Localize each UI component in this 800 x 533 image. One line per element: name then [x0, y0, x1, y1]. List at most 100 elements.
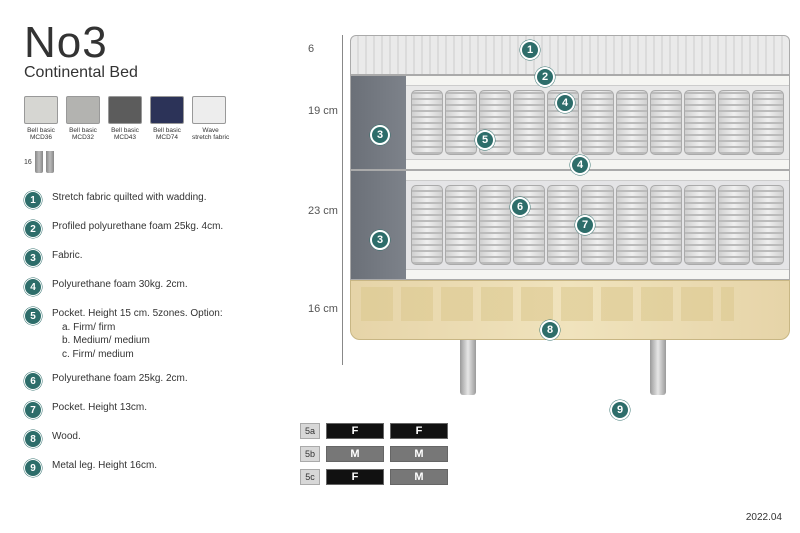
spec-text: Pocket. Height 15 cm. 5zones. Option:a. …	[52, 307, 223, 361]
spec-item: 9 Metal leg. Height 16cm.	[24, 459, 304, 477]
swatch-chip	[24, 96, 58, 124]
metal-leg	[650, 340, 666, 395]
callout-badge: 6	[510, 197, 530, 217]
callout-badge: 3	[370, 125, 390, 145]
spec-item: 3 Fabric.	[24, 249, 304, 267]
leg-height-mini: 16	[24, 151, 54, 173]
spec-list: 1 Stretch fabric quilted with wadding. 2 …	[24, 191, 304, 477]
swatch: Bell basicMCD74	[150, 96, 184, 141]
firmness-cell: F	[326, 469, 384, 485]
swatch-label: Bell basicMCD43	[108, 127, 142, 141]
swatch-label: Bell basicMCD32	[66, 127, 100, 141]
metal-leg	[460, 340, 476, 395]
spec-number-badge: 5	[24, 307, 42, 325]
spec-option: b. Medium/ medium	[62, 334, 223, 348]
layer-wood	[350, 280, 790, 340]
spec-text: Pocket. Height 13cm.	[52, 401, 147, 415]
dimension-guide	[342, 35, 343, 365]
firmness-options: 5a F F5b M M5c F M	[300, 423, 448, 485]
swatch-chip	[150, 96, 184, 124]
callout-badge: 2	[535, 67, 555, 87]
spec-number-badge: 1	[24, 191, 42, 209]
firmness-cell: M	[326, 446, 384, 462]
swatch-label: Wavestretch fabric	[192, 127, 229, 141]
spec-number-badge: 8	[24, 430, 42, 448]
callout-badge: 4	[555, 93, 575, 113]
swatch-row: Bell basicMCD36 Bell basicMCD32 Bell bas…	[24, 96, 304, 141]
spec-text: Fabric.	[52, 249, 83, 263]
swatch: Bell basicMCD32	[66, 96, 100, 141]
swatch: Bell basicMCD36	[24, 96, 58, 141]
product-title: No3	[24, 18, 304, 68]
layer-mattress-upper	[350, 75, 790, 170]
firmness-cell: F	[390, 423, 448, 439]
spring-row	[411, 185, 784, 265]
callout-badge: 1	[520, 40, 540, 60]
leg-icon	[35, 151, 43, 173]
layer-topper	[350, 35, 790, 75]
spec-item: 4 Polyurethane foam 30kg. 2cm.	[24, 278, 304, 296]
swatch-chip	[66, 96, 100, 124]
callout-badge: 9	[610, 400, 630, 420]
spec-item: 5 Pocket. Height 15 cm. 5zones. Option:a…	[24, 307, 304, 361]
layer-base-lower	[350, 170, 790, 280]
firmness-row: 5c F M	[300, 469, 448, 485]
firmness-cell: M	[390, 446, 448, 462]
firmness-row: 5a F F	[300, 423, 448, 439]
spec-text: Polyurethane foam 25kg. 2cm.	[52, 372, 188, 386]
spec-number-badge: 3	[24, 249, 42, 267]
firmness-cell: M	[390, 469, 448, 485]
leg-height-value: 16	[24, 159, 32, 166]
fabric-side	[351, 171, 406, 279]
swatch-label: Bell basicMCD74	[150, 127, 184, 141]
spec-text: Stretch fabric quilted with wadding.	[52, 191, 207, 205]
info-panel: No3 Continental Bed Bell basicMCD36 Bell…	[24, 18, 304, 477]
callout-badge: 4	[570, 155, 590, 175]
legs-row	[350, 340, 790, 395]
foam-layer	[406, 76, 789, 86]
swatch-label: Bell basicMCD36	[24, 127, 58, 141]
spec-text: Polyurethane foam 30kg. 2cm.	[52, 278, 188, 292]
firmness-id: 5a	[300, 423, 320, 439]
spec-number-badge: 4	[24, 278, 42, 296]
foam-layer	[406, 159, 789, 169]
spec-number-badge: 6	[24, 372, 42, 390]
callout-badge: 3	[370, 230, 390, 250]
swatch-chip	[108, 96, 142, 124]
spec-item: 6 Polyurethane foam 25kg. 2cm.	[24, 372, 304, 390]
spec-text: Profiled polyurethane foam 25kg. 4cm.	[52, 220, 223, 234]
spec-number-badge: 9	[24, 459, 42, 477]
document-date: 2022.04	[746, 512, 782, 523]
firmness-id: 5c	[300, 469, 320, 485]
product-subtitle: Continental Bed	[24, 64, 304, 82]
leg-icon	[46, 151, 54, 173]
spec-option: a. Firm/ firm	[62, 321, 223, 335]
foam-layer	[406, 171, 789, 181]
firmness-cell: F	[326, 423, 384, 439]
layer-stack	[350, 35, 790, 395]
callout-badge: 7	[575, 215, 595, 235]
spec-number-badge: 7	[24, 401, 42, 419]
dimension-label: 19 cm	[308, 105, 338, 117]
spec-option: c. Firm/ medium	[62, 348, 223, 362]
swatch: Wavestretch fabric	[192, 96, 229, 141]
spec-item: 2 Profiled polyurethane foam 25kg. 4cm.	[24, 220, 304, 238]
spec-text: Metal leg. Height 16cm.	[52, 459, 157, 473]
firmness-row: 5b M M	[300, 446, 448, 462]
spec-item: 7 Pocket. Height 13cm.	[24, 401, 304, 419]
dimension-label: 23 cm	[308, 205, 338, 217]
spec-text: Wood.	[52, 430, 81, 444]
swatch: Bell basicMCD43	[108, 96, 142, 141]
dimension-label: 16 cm	[308, 303, 338, 315]
spec-item: 1 Stretch fabric quilted with wadding.	[24, 191, 304, 209]
dimension-label: 6	[308, 43, 314, 55]
spring-row	[411, 90, 784, 155]
spec-item: 8 Wood.	[24, 430, 304, 448]
spec-number-badge: 2	[24, 220, 42, 238]
foam-layer	[406, 269, 789, 279]
fabric-side	[351, 76, 406, 169]
swatch-chip	[192, 96, 226, 124]
callout-badge: 8	[540, 320, 560, 340]
firmness-id: 5b	[300, 446, 320, 462]
callout-badge: 5	[475, 130, 495, 150]
